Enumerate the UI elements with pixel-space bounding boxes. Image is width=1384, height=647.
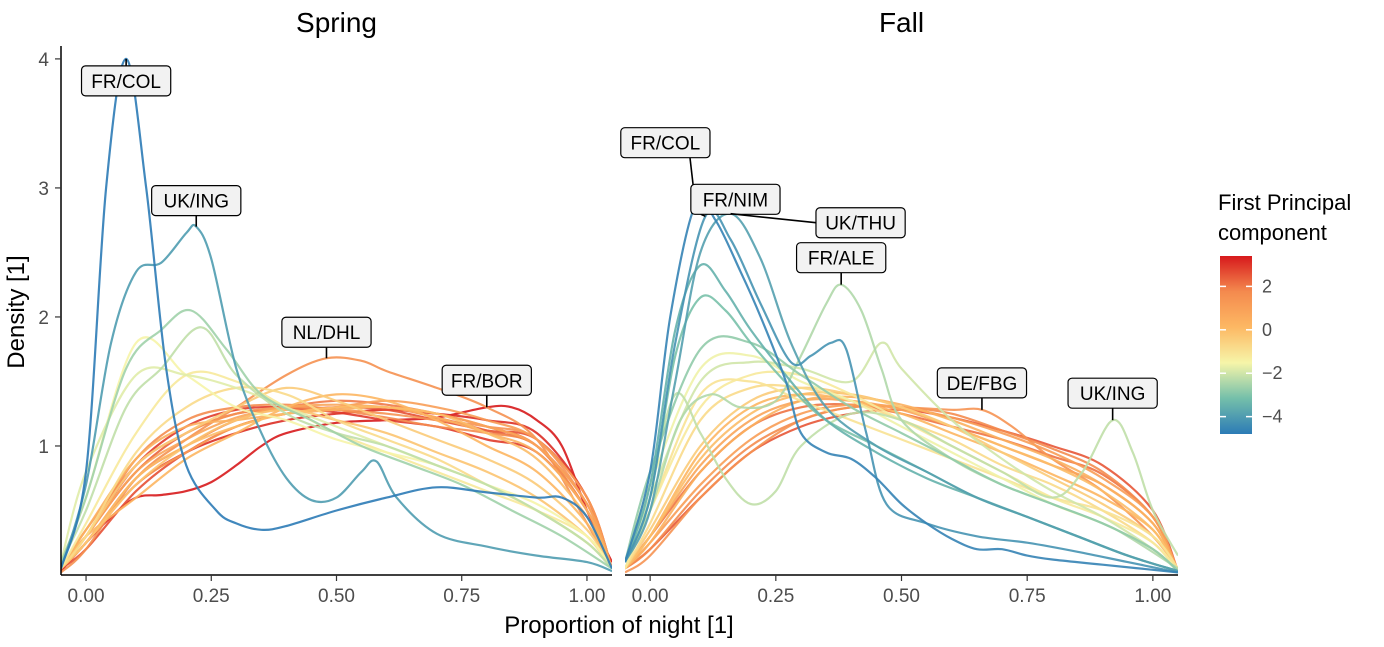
y-tick-label: 3 (38, 179, 49, 200)
x-tick-label: 1.00 (568, 586, 605, 607)
panel-title: Spring (296, 7, 377, 38)
legend-tick-label: −4 (1262, 407, 1283, 427)
callout-label: FR/ALE (795, 242, 887, 285)
panels-layer: Spring 1 2 3 4 0.00 0.25 0.50 0.75 1.00 FR/COL UK/I… (38, 7, 1178, 607)
callout-box (80, 65, 172, 97)
callout-text: UK/THU (825, 214, 896, 235)
callout-text: NL/DHL (293, 323, 361, 344)
legend-tick-label: 0 (1262, 320, 1272, 340)
x-tick-label: 0.25 (193, 586, 230, 607)
y-tick-label: 2 (38, 308, 49, 329)
callout-label: NL/DHL (281, 316, 372, 359)
x-axis-label: Proportion of night [1] (504, 612, 733, 639)
y-axis-label: Density [1] (3, 255, 30, 368)
legend-ticks: 2 0 −2 −4 (1220, 276, 1283, 427)
callout-label: UK/ING (1067, 377, 1158, 421)
series-line (61, 336, 612, 570)
y-tick-label: 4 (38, 50, 49, 71)
callout-text: UK/ING (1080, 384, 1145, 405)
y-tick-label: 1 (38, 437, 49, 458)
series-line (61, 403, 612, 570)
x-tick-label: 0.75 (443, 586, 480, 607)
x-tick-label: 0.25 (757, 586, 794, 607)
callout-box (441, 364, 532, 396)
series-line (625, 335, 1178, 572)
legend-tick-label: 2 (1262, 276, 1272, 296)
x-tick-label: 0.75 (1009, 586, 1046, 607)
callout-box (795, 242, 887, 274)
series-line-fr-nim (625, 209, 1178, 574)
legend-colorbar (1220, 256, 1252, 434)
x-tick-label: 0.00 (632, 586, 669, 607)
panel-title: Fall (879, 7, 924, 38)
callout-box (815, 207, 906, 239)
callout-label: FR/NIM (690, 183, 781, 218)
callout-box (151, 185, 242, 217)
callout-label: UK/THU (730, 207, 906, 239)
callout-box (1067, 377, 1158, 409)
x-tick-label: 0.50 (318, 586, 355, 607)
callout-text: UK/ING (164, 192, 229, 213)
legend: First Principal component 2 0 −2 −4 (1218, 190, 1351, 434)
series-line (625, 395, 1178, 572)
series-line-uk-thu (625, 212, 1178, 573)
callout-text: FR/NIM (703, 190, 768, 211)
panel-fall: Fall 0.00 0.25 0.50 0.75 1.00 FR/COL FR/NIM UK/T… (620, 7, 1178, 607)
series-line (61, 308, 612, 570)
series-line (625, 393, 1178, 572)
callout-text: FR/ALE (808, 249, 875, 270)
x-tick-label: 1.00 (1134, 586, 1171, 607)
series-line (61, 405, 612, 570)
callout-box (281, 316, 372, 348)
callout-text: FR/COL (631, 134, 701, 155)
legend-title-line2: component (1218, 220, 1327, 245)
panel-spring: Spring 1 2 3 4 0.00 0.25 0.50 0.75 1.00 FR/COL UK/I… (38, 7, 612, 607)
series-line (625, 341, 1178, 572)
callout-text: FR/COL (91, 72, 161, 93)
series-line (625, 263, 1178, 573)
series-group (61, 57, 612, 574)
x-tick-label: 0.00 (68, 586, 105, 607)
series-line (625, 386, 1178, 572)
callout-label: FR/BOR (441, 364, 532, 408)
x-tick-label: 0.50 (883, 586, 920, 607)
series-line-uk-ing (61, 223, 612, 573)
series-line (61, 326, 612, 570)
legend-tick-label: −2 (1262, 363, 1283, 383)
callout-text: FR/BOR (451, 371, 523, 392)
legend-title: First Principal (1218, 190, 1351, 215)
series-line-fr-col (625, 197, 1178, 574)
series-line (61, 393, 612, 570)
callout-connector (730, 212, 817, 224)
series-line-de-fbg (625, 405, 1178, 574)
series-line-fr-col (61, 57, 612, 569)
callout-box (936, 367, 1028, 399)
series-group (625, 197, 1178, 574)
callout-label: FR/COL (80, 58, 172, 97)
series-line-uk-ing (625, 391, 1178, 563)
series-line (61, 405, 612, 570)
callout-box (620, 127, 711, 159)
callout-label: UK/ING (151, 185, 242, 227)
callout-text: DE/FBG (947, 374, 1018, 395)
callout-label: DE/FBG (936, 367, 1028, 410)
callout-label: FR/COL (620, 127, 711, 205)
series-line (61, 386, 612, 570)
